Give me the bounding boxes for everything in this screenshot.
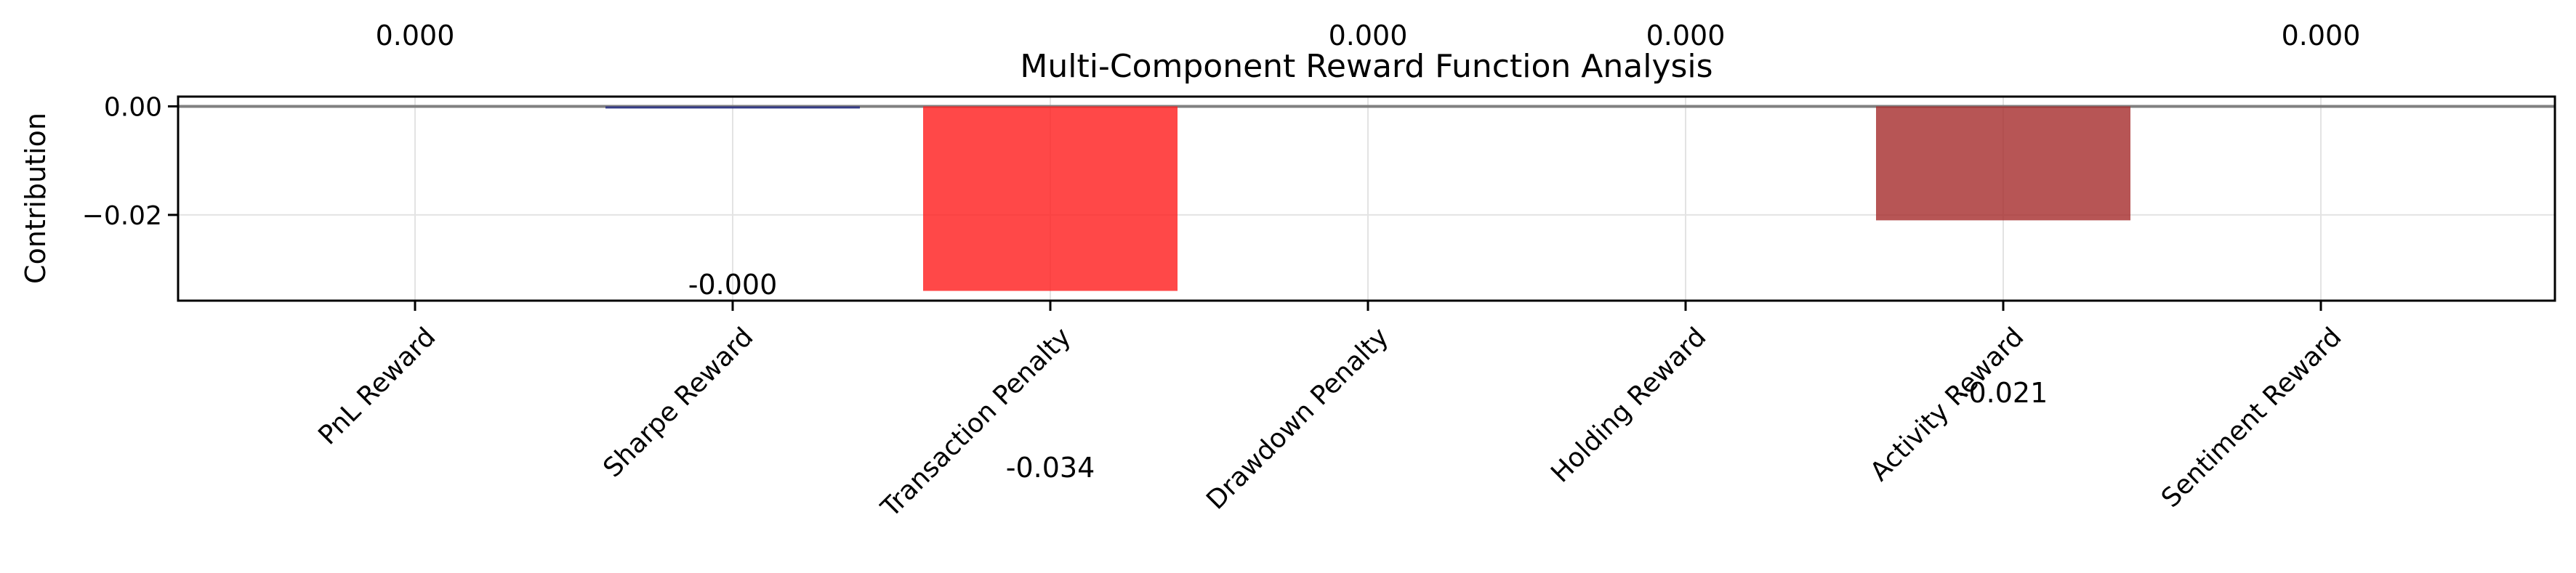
bar (1876, 106, 2130, 221)
bars (605, 106, 2130, 291)
x-tick-label: Sentiment Reward (2156, 322, 2347, 513)
x-axis: PnL Reward Sharpe Reward Transaction Penal… (313, 301, 2347, 524)
y-axis-label: Contribution (20, 113, 52, 284)
x-tick-label: Sharpe Reward (597, 322, 759, 483)
data-label: -0.000 (688, 269, 778, 301)
data-label: 0.000 (1329, 20, 1408, 52)
plot-area (177, 95, 2556, 302)
y-tick-label: −0.02 (82, 201, 162, 231)
grid (178, 97, 2555, 301)
data-label: 0.000 (2282, 20, 2361, 52)
data-label: -0.034 (1006, 452, 1095, 484)
data-label: -0.021 (1959, 377, 2048, 409)
data-labels: 0.000 -0.000 -0.034 0.000 0.000 -0.021 0.000 (376, 20, 2361, 484)
chart-title: Multi-Component Reward Function Analysis (1020, 48, 1712, 85)
y-axis: 0.00 −0.02 (82, 92, 178, 231)
y-tick-label: 0.00 (104, 92, 162, 122)
x-tick-label: Holding Reward (1545, 322, 1712, 488)
bar (605, 106, 860, 109)
x-tick-label: Drawdown Penalty (1201, 322, 1394, 515)
data-label: 0.000 (1646, 20, 1726, 52)
data-label: 0.000 (376, 20, 455, 52)
x-tick-label: Transaction Penalty (875, 322, 1076, 523)
x-tick-label: PnL Reward (313, 322, 441, 450)
bar (923, 106, 1178, 291)
